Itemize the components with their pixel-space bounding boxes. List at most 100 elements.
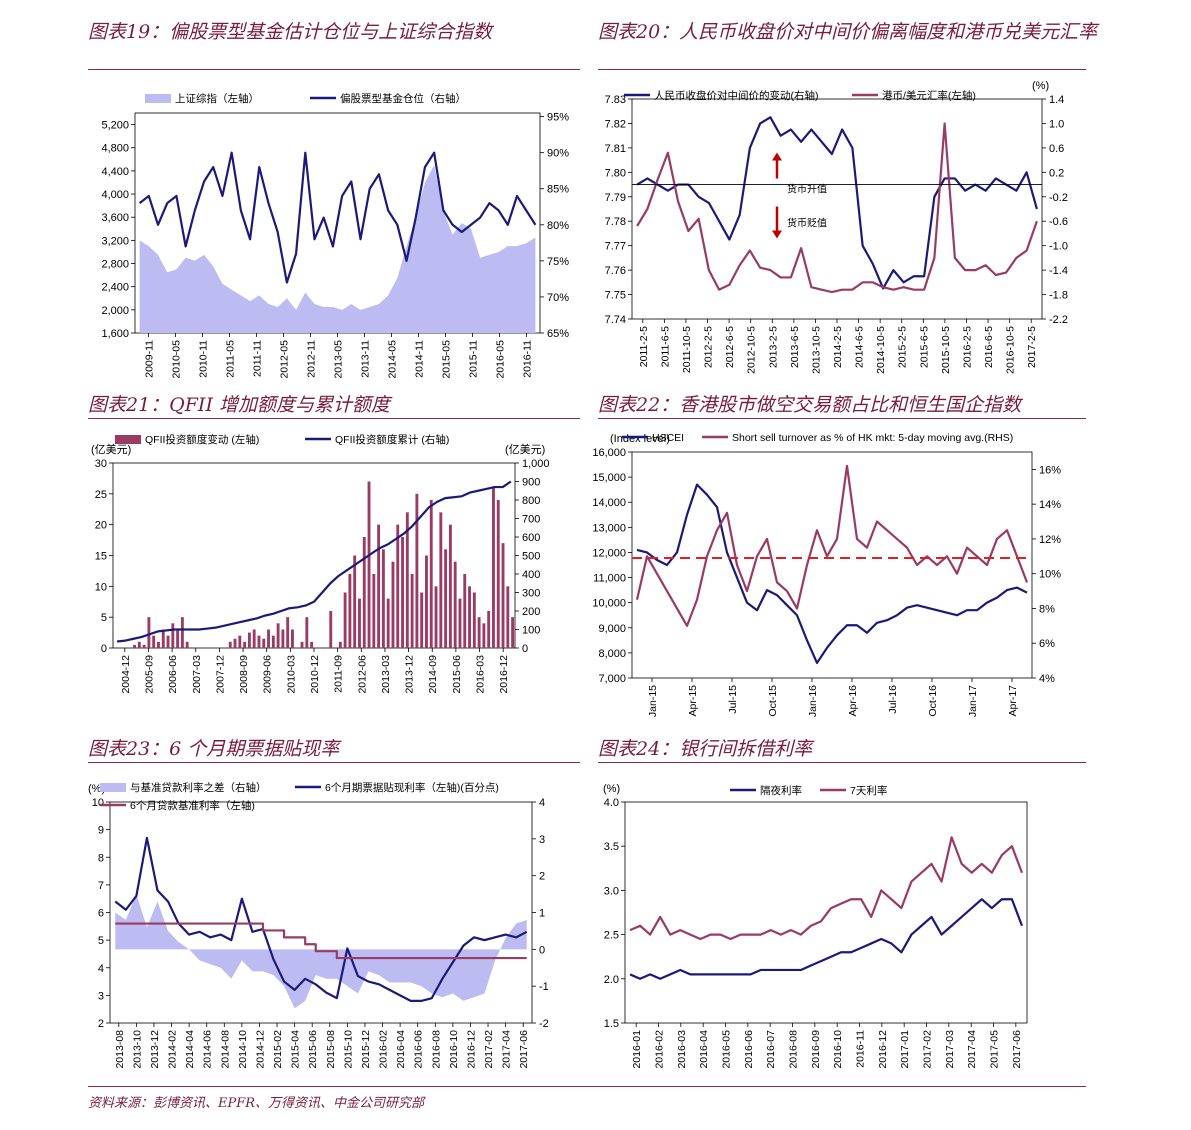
- y-left-tick-label: 7.82: [605, 118, 626, 130]
- y-left-tick-label: 2.0: [604, 974, 619, 986]
- y-right-tick-label: -1.0: [1049, 241, 1068, 253]
- legend-label: 偏股票型基金仓位（右轴）: [340, 92, 466, 105]
- x-tick-label: 2013-05: [333, 340, 345, 379]
- bar: [338, 641, 342, 648]
- y-right-tick-label: 65%: [547, 328, 569, 340]
- y-left-tick-label: 7,000: [598, 673, 626, 685]
- x-tick-label: 2016-01: [631, 1030, 643, 1069]
- x-tick-label: 2012-05: [279, 340, 291, 379]
- y-right-tick-label: -1: [539, 981, 549, 993]
- bar: [448, 524, 452, 648]
- y-left-tick-label: 4,400: [101, 166, 129, 178]
- y-right-tick-label: 1.0: [1049, 118, 1064, 130]
- appreciation-label: 货币升值: [787, 183, 827, 196]
- x-tick-label: Jan-17: [967, 685, 979, 717]
- x-tick-label: 2015-06: [451, 655, 463, 694]
- bar: [353, 555, 357, 648]
- series-line-1: [635, 464, 1029, 627]
- bar: [247, 632, 251, 648]
- y-left-tick-label: 10: [95, 581, 107, 593]
- y-left-tick-label: 0: [101, 643, 107, 655]
- x-tick-label: Jan-16: [807, 685, 819, 717]
- legend-swatch: [115, 435, 141, 444]
- x-tick-label: 2014-12: [254, 1030, 266, 1069]
- x-tick-label: Apr-17: [1007, 685, 1019, 717]
- bar: [420, 592, 424, 648]
- legend-label: 港币/美元汇率(左轴): [882, 89, 976, 102]
- y-right-unit: (亿美元): [505, 443, 545, 456]
- bar: [228, 641, 232, 648]
- bar: [157, 641, 160, 648]
- y-right-tick-label: 75%: [547, 256, 569, 268]
- x-tick-label: 2016-08: [430, 1030, 442, 1069]
- x-tick-label: 2015-02: [272, 1030, 284, 1069]
- chart-20-rule: [598, 69, 1086, 70]
- legend-label: 6个月期票据贴现利率（左轴)(百分点): [325, 781, 499, 794]
- bar: [300, 641, 304, 648]
- x-tick-label: 2010-11: [198, 340, 210, 378]
- x-tick-label: 2014-10: [237, 1030, 249, 1069]
- y-left-tick-label: 2,400: [101, 282, 129, 294]
- x-tick-label: 2009-06: [262, 655, 274, 694]
- bar: [425, 555, 428, 648]
- source-rule: [88, 1086, 1086, 1087]
- x-tick-label: 2016-03: [676, 1030, 688, 1069]
- legend-label: 隔夜利率: [760, 784, 802, 797]
- x-tick-label: 2015-6-5: [918, 326, 930, 368]
- y-left-tick-label: 4,800: [101, 143, 129, 155]
- x-tick-label: 2016-04: [395, 1030, 407, 1069]
- bar: [257, 635, 261, 648]
- legend-label: 6个月贷款基准利率（左轴): [130, 799, 255, 812]
- bar: [511, 617, 515, 648]
- y-right-tick-label: -2.2: [1049, 314, 1068, 326]
- y-left-unit: (%): [603, 783, 620, 795]
- x-tick-label: 2016-07: [765, 1030, 777, 1069]
- chart-19-title: 图表19：偏股票型基金估计仓位与上证综合指数: [88, 21, 493, 43]
- bar: [377, 524, 381, 648]
- bar: [286, 617, 290, 648]
- x-tick-label: 2014-08: [219, 1030, 231, 1069]
- bar: [386, 598, 390, 648]
- x-tick-label: Apr-15: [687, 685, 699, 717]
- y-left-tick-label: 10: [92, 797, 104, 809]
- bar: [367, 481, 371, 648]
- y-right-tick-label: 10%: [1039, 569, 1061, 581]
- bar: [472, 592, 476, 648]
- y-left-tick-label: 3.0: [604, 885, 619, 897]
- x-tick-label: 2012-6-5: [724, 326, 736, 368]
- legend-label: QFII投资额度变动 (左轴): [145, 433, 259, 446]
- x-tick-label: 2016-03: [475, 655, 487, 694]
- bar: [152, 635, 156, 648]
- y-left-tick-label: 7: [98, 880, 104, 892]
- y-left-tick-label: 4: [98, 963, 104, 975]
- bar: [348, 574, 352, 648]
- y-right-tick-label: 1,000: [522, 458, 550, 470]
- y-right-tick-label: 2: [539, 871, 545, 883]
- x-tick-label: 2016-2-5: [961, 326, 973, 368]
- bar: [176, 629, 180, 648]
- y-right-tick-label: 4: [539, 797, 545, 809]
- y-right-tick-label: 0: [522, 643, 528, 655]
- x-tick-label: 2017-05: [989, 1030, 1001, 1069]
- bar: [267, 629, 270, 648]
- y-left-tick-label: 10,000: [592, 598, 626, 610]
- bar: [439, 512, 443, 648]
- x-tick-label: 2012-11: [306, 340, 318, 378]
- legend-label: 上证综指（左轴）: [175, 92, 259, 105]
- y-left-tick-label: 11,000: [593, 573, 626, 585]
- y-right-tick-label: 600: [522, 532, 540, 544]
- y-left-tick-label: 7.79: [605, 192, 626, 204]
- depreciation-arrowhead: [772, 230, 782, 239]
- y-left-tick-label: 3,600: [101, 212, 129, 224]
- bar: [161, 629, 165, 648]
- x-tick-label: 2016-6-5: [983, 326, 995, 368]
- y-left-tick-label: 7.76: [605, 265, 626, 277]
- y-left-tick-label: 1,600: [101, 328, 129, 340]
- depreciation-label: 货币贬值: [787, 217, 827, 230]
- x-tick-label: 2015-04: [290, 1030, 302, 1069]
- y-right-tick-label: -0.2: [1049, 192, 1068, 204]
- source-note: 资料来源：彭博资讯、EPFR、万得资讯、中金公司研究部: [88, 1096, 425, 1111]
- y-left-unit: (亿美元): [91, 443, 131, 456]
- bar: [492, 487, 495, 648]
